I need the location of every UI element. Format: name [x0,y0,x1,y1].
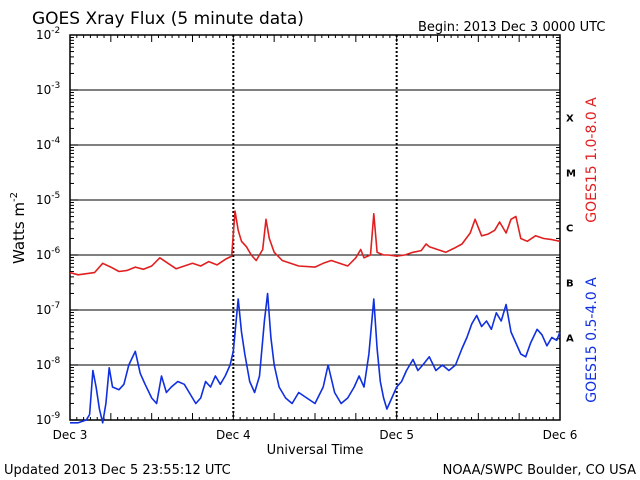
legend-goes15-long: GOES15 1.0-8.0 A [584,97,600,223]
y-tick-exponent: -5 [51,191,60,201]
y-tick-label: 10-4 [36,136,61,152]
y-tick-base: 10 [36,28,51,42]
flare-class-label: B [566,279,574,290]
x-tick-label: Dec 4 [216,428,251,442]
x-tick-label: Dec 6 [543,428,578,442]
y-tick-base: 10 [36,138,51,152]
legend-goes15-short: GOES15 0.5-4.0 A [584,277,600,403]
credit-label: NOAA/SWPC Boulder, CO USA [443,463,636,478]
series-lines [69,210,561,424]
y-tick-exponent: -8 [51,356,60,366]
series-line-long [69,210,561,276]
y-axis-label-text: Watts m [10,202,28,264]
y-tick-base: 10 [36,358,51,372]
flare-class-label: A [566,334,574,345]
y-axis-label-exponent: -2 [9,192,20,202]
y-tick-exponent: -6 [51,246,60,256]
axis-ticks [69,35,561,421]
y-tick-exponent: -9 [51,411,60,421]
x-tick-label: Dec 5 [379,428,414,442]
y-tick-exponent: -2 [51,26,60,36]
x-tick-labels: Dec 3 Dec 4 Dec 5 Dec 6 [53,428,578,442]
flare-class-labels: A B C M X [566,114,576,345]
y-tick-exponent: -3 [51,81,60,91]
y-tick-base: 10 [36,413,51,427]
y-axis-label: Watts m-2 [9,192,28,264]
y-tick-label: 10-2 [36,26,60,42]
y-tick-label: 10-9 [36,411,61,427]
begin-label: Begin: 2013 Dec 3 0000 UTC [418,20,605,35]
chart-title: GOES Xray Flux (5 minute data) [32,9,304,29]
series-line-short [70,292,561,424]
y-tick-base: 10 [36,83,51,97]
y-tick-base: 10 [36,248,51,262]
flare-class-label: C [566,224,573,235]
y-tick-label: 10-5 [36,191,60,207]
y-tick-label: 10-7 [36,301,60,317]
y-tick-label: 10-6 [36,246,61,262]
y-tick-label: 10-3 [36,81,60,97]
y-tick-label: 10-8 [36,356,61,372]
updated-timestamp: Updated 2013 Dec 5 23:55:12 UTC [4,463,231,478]
y-tick-base: 10 [36,193,51,207]
x-tick-label: Dec 3 [53,428,88,442]
y-tick-exponent: -4 [51,136,60,146]
x-axis-label: Universal Time [267,443,364,458]
y-tick-base: 10 [36,303,51,317]
grid [70,35,560,420]
y-tick-labels: 10-910-810-710-610-510-410-310-2 [36,26,61,427]
flare-class-label: X [566,114,574,125]
y-tick-exponent: -7 [51,301,60,311]
flare-class-label: M [566,169,576,180]
